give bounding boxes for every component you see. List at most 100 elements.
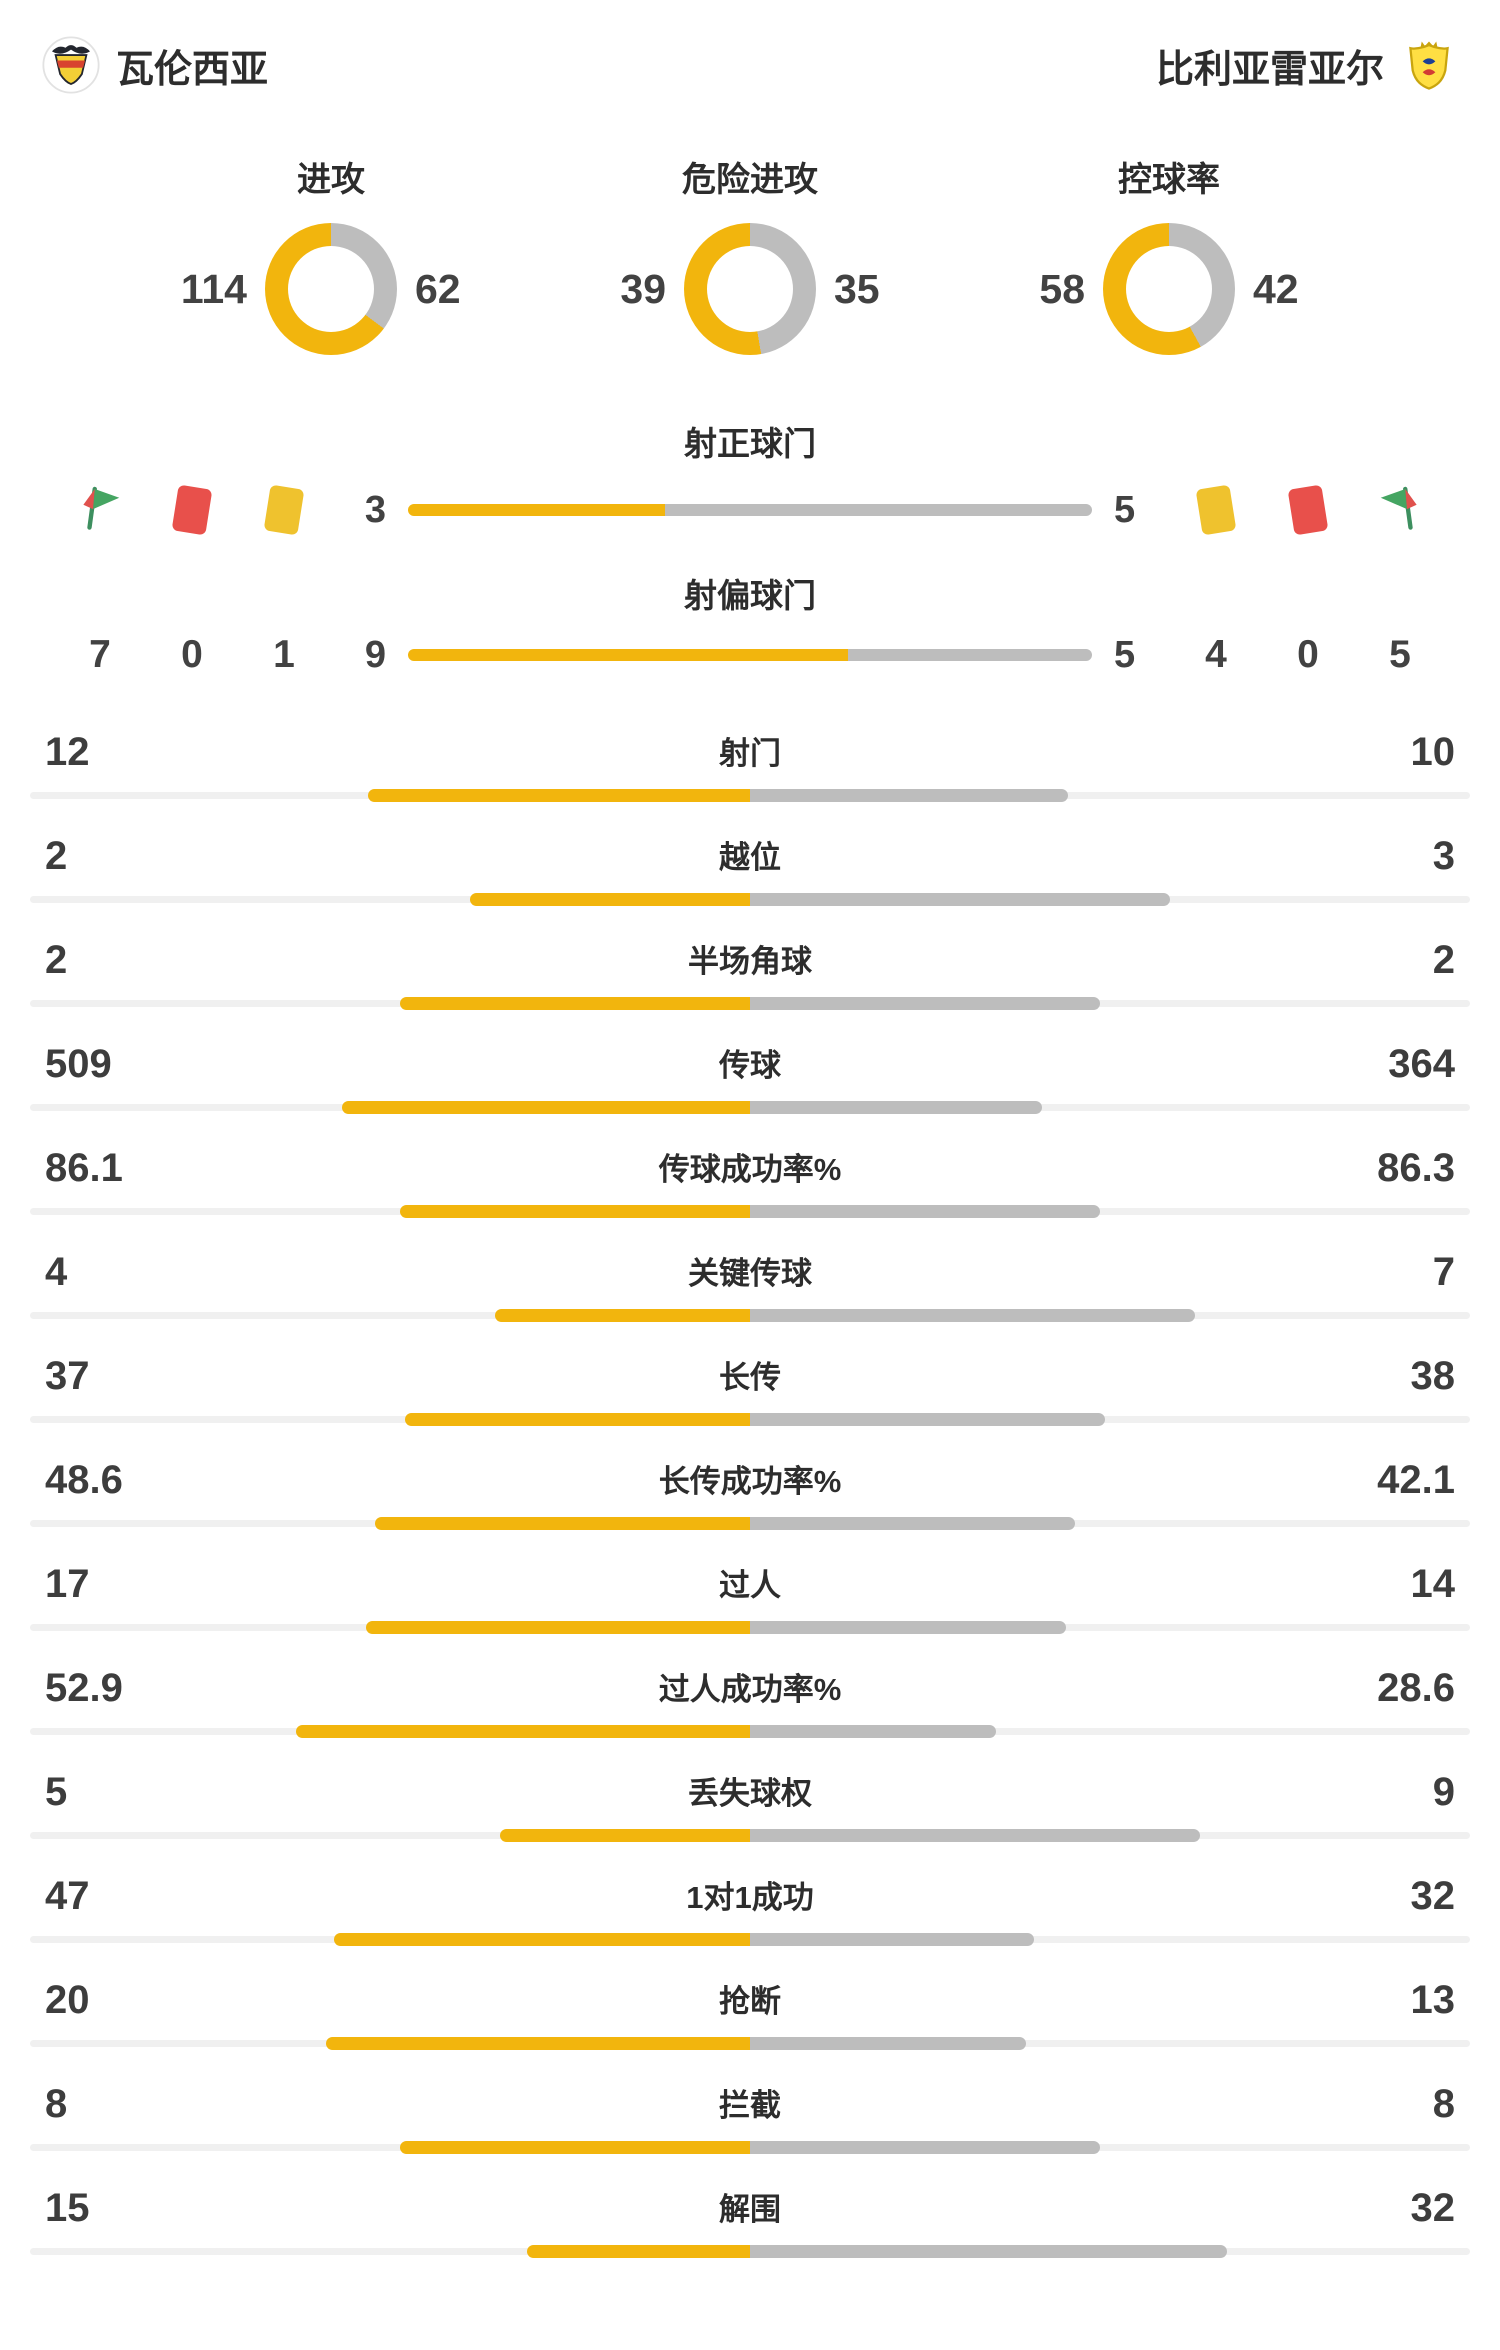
- stat-bar: [30, 789, 1470, 802]
- stat-bar-away-segment: [750, 1829, 1200, 1842]
- stat-bar: [30, 1829, 1470, 1842]
- shots-off-target-home-segment: [408, 649, 848, 661]
- stat-bar: [30, 2245, 1470, 2258]
- stat-bar-home-segment: [400, 2141, 750, 2154]
- donut-hole: [288, 246, 374, 332]
- stat-bar-home-segment: [470, 893, 750, 906]
- donut-home-value: 58: [1039, 265, 1085, 312]
- stat-bar-away-segment: [750, 1725, 996, 1738]
- home-team-name: 瓦伦西亚: [116, 48, 269, 91]
- stat-row: 48.6 长传成功率% 42.1: [0, 1457, 1500, 1530]
- stat-away-value: 9: [1432, 1770, 1455, 1814]
- away-yellow-cards-count: 4: [1205, 633, 1227, 676]
- stat-away-value: 3: [1432, 834, 1455, 878]
- donut-ring-chart: [684, 223, 816, 355]
- shots-discipline-section: 射正球门 3 5: [0, 417, 1500, 677]
- donut-chart-label: 进攻: [297, 161, 365, 199]
- stat-bar: [30, 1413, 1470, 1426]
- donut-away-value: 62: [415, 265, 461, 312]
- stat-label: 半场角球: [688, 944, 812, 979]
- shots-on-target-home-value: 3: [364, 488, 386, 531]
- stat-bar: [30, 1101, 1470, 1114]
- stat-away-value: 86.3: [1377, 1146, 1455, 1190]
- donut-ring-chart: [265, 223, 397, 355]
- stat-bar: [30, 997, 1470, 1010]
- shots-off-target-home-value: 9: [364, 633, 386, 676]
- donut-away-value: 35: [834, 265, 880, 312]
- stat-label: 传球: [719, 1048, 781, 1083]
- stat-bar-home-segment: [404, 1413, 750, 1426]
- shots-on-target-bar: [408, 504, 1092, 516]
- stat-home-value: 48.6: [45, 1458, 123, 1502]
- home-red-cards-count: 0: [181, 633, 203, 676]
- donut-chart-block: 控球率 58 42: [993, 152, 1345, 355]
- stat-home-value: 2: [45, 834, 68, 878]
- stat-label: 关键传球: [688, 1256, 812, 1291]
- stat-label: 越位: [719, 840, 781, 875]
- stat-bar: [30, 1725, 1470, 1738]
- valencia-crest-icon: [42, 36, 100, 94]
- donut-away-value: 42: [1253, 265, 1299, 312]
- away-red-cards-count: 0: [1297, 633, 1319, 676]
- stat-away-value: 28.6: [1377, 1666, 1455, 1710]
- stat-away-value: 10: [1410, 730, 1456, 774]
- shots-on-target-away-segment: [664, 504, 1092, 516]
- stat-label: 过人成功率%: [658, 1672, 842, 1707]
- stat-bar-away-segment: [750, 789, 1069, 802]
- stat-bar: [30, 893, 1470, 906]
- shots-on-target-label: 射正球门: [684, 425, 816, 462]
- home-discipline-icons: [0, 481, 320, 539]
- corner-flag-icon: [1365, 481, 1435, 539]
- stat-bar: [30, 1621, 1470, 1634]
- stat-bar: [30, 1309, 1470, 1322]
- shots-off-target-away-value: 5: [1114, 633, 1136, 676]
- stat-row: 8 拦截 8: [0, 2081, 1500, 2154]
- stat-away-value: 32: [1410, 2186, 1456, 2230]
- yellow-card-icon: [249, 481, 319, 539]
- stat-home-value: 15: [45, 2186, 90, 2230]
- stat-row: 2 半场角球 2: [0, 937, 1500, 1010]
- stat-bar-away-segment: [750, 1517, 1075, 1530]
- shots-on-target-away-value: 5: [1114, 488, 1136, 531]
- shots-off-target-label: 射偏球门: [684, 577, 816, 614]
- home-discipline-counts: 7 0 1: [0, 633, 320, 677]
- stat-home-value: 47: [45, 1874, 90, 1918]
- stat-bar: [30, 1517, 1470, 1530]
- stat-label: 过人: [719, 1568, 781, 1603]
- stat-away-value: 2: [1432, 938, 1455, 982]
- stat-bar-home-segment: [374, 1517, 750, 1530]
- stat-home-value: 17: [45, 1562, 90, 1606]
- stat-away-value: 42.1: [1377, 1458, 1455, 1502]
- stat-bar-away-segment: [750, 2037, 1026, 2050]
- stat-bar: [30, 1205, 1470, 1218]
- stat-bar-home-segment: [400, 997, 750, 1010]
- stat-bar-away-segment: [750, 1205, 1101, 1218]
- stat-row: 4 关键传球 7: [0, 1249, 1500, 1322]
- donut-ring-chart: [1103, 223, 1235, 355]
- donut-chart-label: 危险进攻: [682, 161, 818, 199]
- stat-bar-home-segment: [500, 1829, 750, 1842]
- yellow-card-icon: [1181, 481, 1251, 539]
- stat-home-value: 4: [45, 1250, 68, 1294]
- away-team-name: 比利亚雷亚尔: [1155, 48, 1384, 91]
- red-card-icon: [1273, 481, 1343, 539]
- stat-home-value: 5: [45, 1770, 68, 1814]
- stat-away-value: 13: [1410, 1978, 1456, 2022]
- stat-away-value: 14: [1410, 1562, 1456, 1606]
- stat-label: 丢失球权: [688, 1776, 812, 1811]
- corner-flag-icon: [65, 481, 135, 539]
- stat-home-value: 12: [45, 730, 90, 774]
- stat-bar-home-segment: [295, 1725, 750, 1738]
- stat-bar-away-segment: [750, 2141, 1100, 2154]
- stat-bar-home-segment: [368, 789, 750, 802]
- match-header: 瓦伦西亚 比利亚雷亚尔: [0, 0, 1500, 94]
- stat-row: 37 长传 38: [0, 1353, 1500, 1426]
- stat-bar-away-segment: [750, 2245, 1227, 2258]
- stat-row: 15 解围 32: [0, 2185, 1500, 2258]
- away-discipline-counts: 4 0 5: [1180, 633, 1500, 677]
- away-discipline-icons: [1180, 481, 1500, 539]
- stat-bar-home-segment: [495, 1309, 750, 1322]
- donut-chart-label: 控球率: [1118, 161, 1220, 199]
- stat-away-value: 8: [1432, 2082, 1455, 2126]
